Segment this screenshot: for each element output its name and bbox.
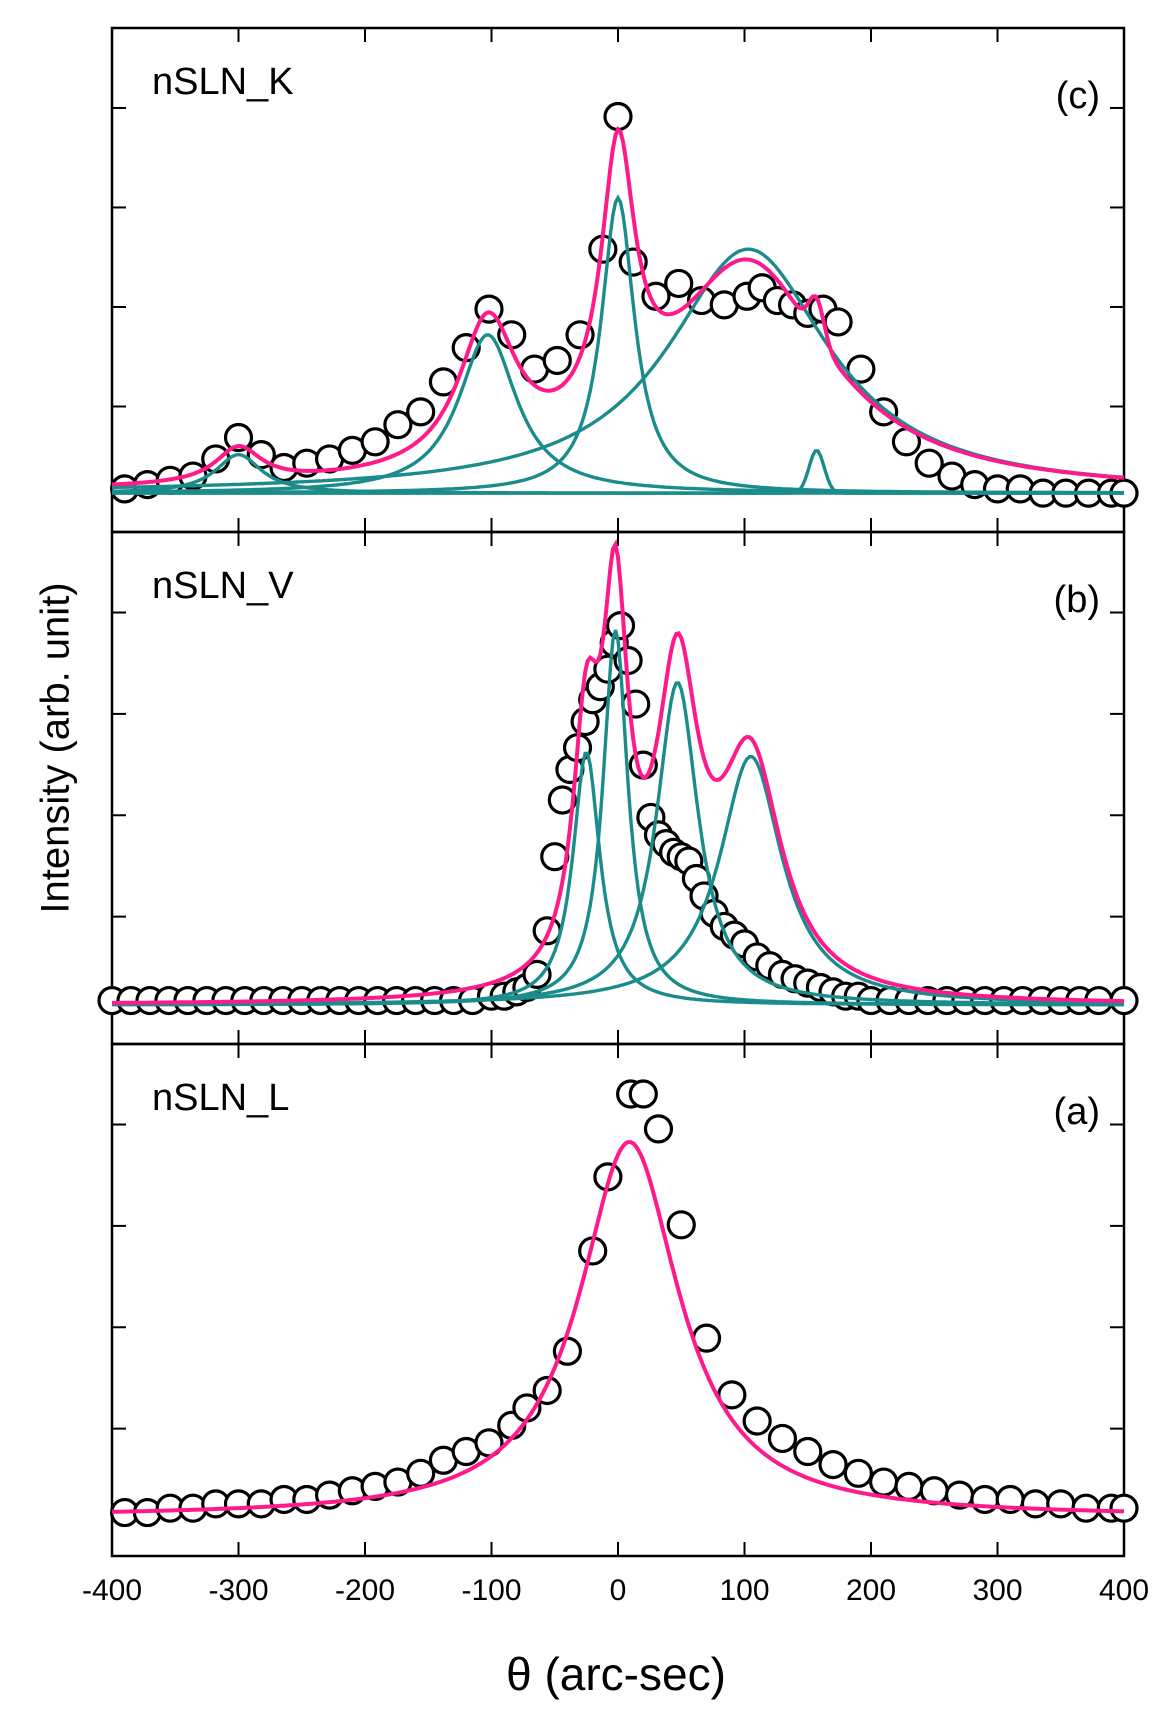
- x-tick-label: -100: [461, 1574, 521, 1607]
- data-point: [406, 397, 436, 427]
- x-tick-label: 400: [1099, 1574, 1149, 1607]
- x-tick-label: 0: [610, 1574, 627, 1607]
- data-point: [603, 101, 633, 132]
- panel-frame: [110, 1042, 1126, 1558]
- panels: nSLN_K (c) nSLN_V (b) nSLN_L (a): [97, 26, 1139, 1558]
- data-point: [742, 1406, 772, 1436]
- data-point: [360, 427, 390, 457]
- data-point: [1020, 1489, 1051, 1519]
- data-point: [823, 307, 853, 337]
- data-point: [547, 785, 577, 815]
- data-point: [542, 345, 572, 376]
- data-point: [605, 610, 636, 641]
- component-curve-5: [112, 449, 1124, 495]
- panel-name: nSLN_V: [152, 565, 294, 607]
- data-point: [793, 1436, 823, 1467]
- panel-nSLN_V: nSLN_V (b): [97, 530, 1139, 1046]
- data-point: [846, 354, 876, 384]
- data-point: [914, 448, 944, 478]
- panel-tag: (c): [1056, 75, 1100, 117]
- component-curve-3: [112, 681, 1124, 1006]
- data-points: [110, 1079, 1139, 1528]
- component-curve-1: [112, 751, 1124, 1007]
- data-point: [818, 1449, 848, 1480]
- data-point: [767, 1423, 798, 1454]
- data-point: [643, 1114, 674, 1144]
- panel-tag: (b): [1054, 579, 1100, 621]
- data-point: [621, 689, 651, 719]
- fit-curve: [112, 1140, 1125, 1514]
- x-tick-label: -300: [208, 1574, 268, 1607]
- data-point: [666, 1210, 696, 1240]
- x-tick-label: 300: [972, 1574, 1022, 1607]
- x-tick-label: 200: [846, 1574, 896, 1607]
- x-axis-title: θ (arc-sec): [506, 1648, 726, 1700]
- panel-nSLN_K: nSLN_K (c): [110, 26, 1139, 534]
- x-tick-label: -400: [82, 1574, 142, 1607]
- data-point: [223, 422, 254, 453]
- data-point: [664, 268, 694, 299]
- x-axis: -400 -300 -200 -100 0 100 200 300 400: [82, 1574, 1149, 1607]
- panel-nSLN_L: nSLN_L (a): [110, 1042, 1139, 1558]
- data-point: [383, 410, 413, 440]
- data-point: [628, 1079, 658, 1109]
- data-point: [843, 1458, 873, 1488]
- data-point: [869, 1467, 899, 1497]
- panel-name: nSLN_L: [152, 1077, 289, 1119]
- component-curve-4: [112, 755, 1125, 1006]
- data-points: [110, 101, 1139, 508]
- data-point: [1046, 1489, 1076, 1519]
- fit-curve: [112, 538, 1124, 1005]
- y-axis-title: Intensity (arb. unit): [34, 582, 78, 913]
- x-tick-label: -200: [335, 1574, 395, 1607]
- x-tick-label: 100: [719, 1574, 769, 1607]
- panel-tag: (a): [1054, 1091, 1100, 1133]
- data-point: [1109, 1493, 1139, 1523]
- fit-curve: [111, 125, 1125, 487]
- data-point: [522, 959, 552, 990]
- component-curve-2: [111, 333, 1124, 495]
- data-point: [894, 1471, 924, 1502]
- panel-frame: [110, 530, 1126, 1046]
- panel-name: nSLN_K: [152, 61, 294, 103]
